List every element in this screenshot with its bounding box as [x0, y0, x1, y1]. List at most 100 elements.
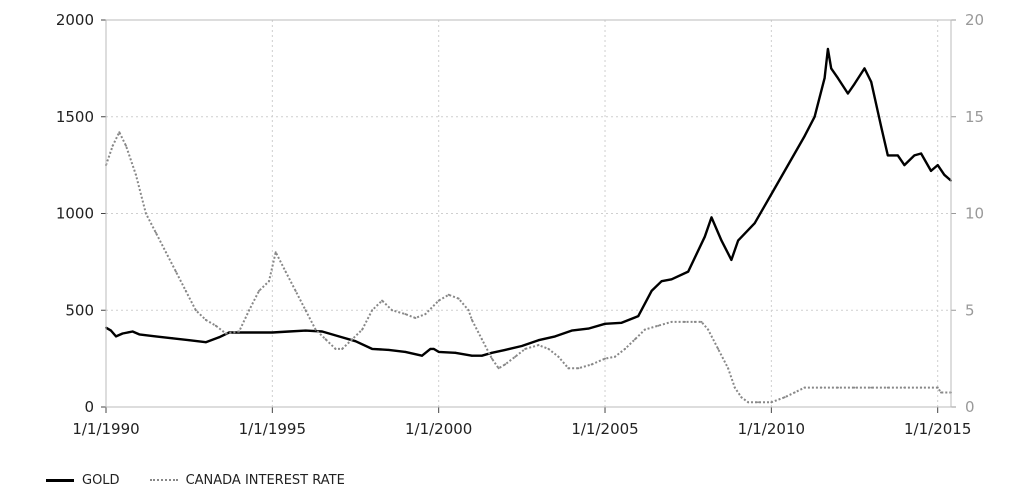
- data-point-canada-interest-rate: [314, 328, 317, 331]
- data-point-canada-interest-rate: [497, 367, 500, 370]
- data-point-canada-interest-rate: [820, 386, 823, 389]
- data-point-gold: [371, 347, 374, 350]
- data-point-canada-interest-rate: [870, 386, 873, 389]
- data-point-canada-interest-rate: [670, 320, 673, 323]
- data-point-gold: [504, 348, 507, 351]
- data-point-canada-interest-rate: [351, 338, 354, 341]
- data-point-canada-interest-rate: [683, 320, 686, 323]
- data-point-canada-interest-rate: [624, 347, 626, 350]
- data-point-canada-interest-rate: [144, 212, 147, 215]
- data-point-canada-interest-rate: [657, 324, 660, 327]
- data-point-gold: [429, 347, 432, 350]
- y-right-tick-label: 20: [965, 11, 984, 29]
- x-tick-label: 1/1/1990: [72, 420, 139, 438]
- data-point-gold: [936, 164, 939, 167]
- data-point-canada-interest-rate: [567, 367, 570, 370]
- data-point-canada-interest-rate: [614, 355, 616, 358]
- data-point-canada-interest-rate: [154, 231, 157, 234]
- data-point-canada-interest-rate: [437, 299, 440, 302]
- data-point-gold: [830, 67, 833, 70]
- data-point-canada-interest-rate: [524, 347, 527, 350]
- data-point-gold: [304, 329, 307, 332]
- data-point-gold: [687, 270, 690, 273]
- data-point-gold: [660, 280, 663, 283]
- data-point-gold: [650, 289, 653, 292]
- plot-frame: [105, 19, 952, 408]
- data-point-gold: [846, 92, 849, 95]
- data-point-canada-interest-rate: [111, 144, 114, 147]
- data-point-canada-interest-rate: [457, 297, 460, 300]
- data-point-canada-interest-rate: [836, 386, 839, 389]
- legend-swatch-canada-interest-rate: [149, 479, 178, 481]
- data-point-gold: [554, 335, 557, 338]
- y-left-tick-label: 1500: [56, 108, 94, 126]
- data-point-canada-interest-rate: [727, 367, 730, 370]
- data-point-gold: [943, 173, 946, 176]
- data-point-canada-interest-rate: [324, 338, 327, 341]
- data-point-gold: [404, 350, 407, 353]
- data-point-gold: [337, 335, 340, 338]
- data-point-gold: [920, 152, 923, 155]
- data-point-canada-interest-rate: [747, 401, 750, 404]
- data-point-gold: [710, 216, 713, 219]
- data-point-canada-interest-rate: [590, 363, 593, 366]
- data-point-canada-interest-rate: [547, 347, 550, 350]
- data-point-canada-interest-rate: [770, 401, 773, 404]
- data-point-canada-interest-rate: [361, 328, 364, 331]
- data-point-canada-interest-rate: [268, 280, 270, 283]
- y-axis-right: 0 5 10 15 20: [951, 11, 984, 416]
- data-point-gold: [131, 330, 134, 333]
- data-point-gold: [138, 333, 141, 336]
- y-right-tick-label: 10: [965, 205, 984, 223]
- data-point-gold: [886, 154, 889, 157]
- data-point-canada-interest-rate: [424, 313, 427, 316]
- data-point-gold: [115, 335, 117, 338]
- data-point-gold: [604, 322, 606, 325]
- data-point-canada-interest-rate: [381, 299, 384, 302]
- y-left-tick-label: 500: [65, 301, 94, 319]
- data-point-canada-interest-rate: [740, 396, 743, 399]
- data-point-gold: [620, 321, 623, 324]
- data-point-gold: [813, 115, 816, 118]
- data-point-gold: [188, 339, 191, 342]
- data-point-canada-interest-rate: [707, 328, 710, 331]
- data-point-canada-interest-rate: [274, 251, 277, 254]
- data-point-canada-interest-rate: [693, 320, 696, 323]
- data-point-gold: [823, 77, 826, 80]
- data-point-gold: [880, 125, 883, 128]
- data-point-gold: [737, 239, 740, 242]
- data-point-canada-interest-rate: [174, 270, 177, 273]
- chart-svg: 1/1/1990 1/1/1995 1/1/2000 1/1/2005 1/1/2010…: [56, 11, 984, 438]
- x-tick-label: 1/1/2000: [405, 420, 472, 438]
- data-point-canada-interest-rate: [514, 355, 517, 358]
- data-point-gold: [753, 222, 756, 225]
- data-point-canada-interest-rate: [557, 355, 560, 358]
- data-point-gold: [387, 348, 390, 351]
- data-point-gold: [803, 135, 806, 138]
- y-left-tick-label: 0: [84, 398, 94, 416]
- data-point-canada-interest-rate: [467, 309, 470, 312]
- data-point-canada-interest-rate: [371, 309, 374, 312]
- data-point-canada-interest-rate: [793, 391, 796, 394]
- data-point-canada-interest-rate: [184, 289, 187, 292]
- data-point-gold: [520, 345, 523, 347]
- data-point-gold: [570, 329, 573, 332]
- data-point-canada-interest-rate: [717, 347, 720, 350]
- data-point-canada-interest-rate: [447, 293, 450, 296]
- data-point-canada-interest-rate: [903, 386, 906, 389]
- data-point-canada-interest-rate: [304, 309, 307, 312]
- data-point-canada-interest-rate: [853, 386, 856, 389]
- data-point-canada-interest-rate: [341, 347, 344, 350]
- data-point-gold: [254, 331, 257, 334]
- data-point-canada-interest-rate: [125, 144, 127, 147]
- data-point-gold: [110, 329, 112, 332]
- data-point-gold: [321, 330, 324, 333]
- data-point-canada-interest-rate: [194, 309, 197, 312]
- data-point-canada-interest-rate: [803, 386, 806, 389]
- y-right-tick-label: 5: [965, 301, 975, 319]
- data-point-canada-interest-rate: [634, 338, 636, 341]
- y-left-tick-label: 1000: [56, 205, 94, 223]
- data-point-canada-interest-rate: [886, 386, 889, 389]
- data-point-canada-interest-rate: [936, 386, 939, 389]
- data-point-canada-interest-rate: [504, 363, 507, 366]
